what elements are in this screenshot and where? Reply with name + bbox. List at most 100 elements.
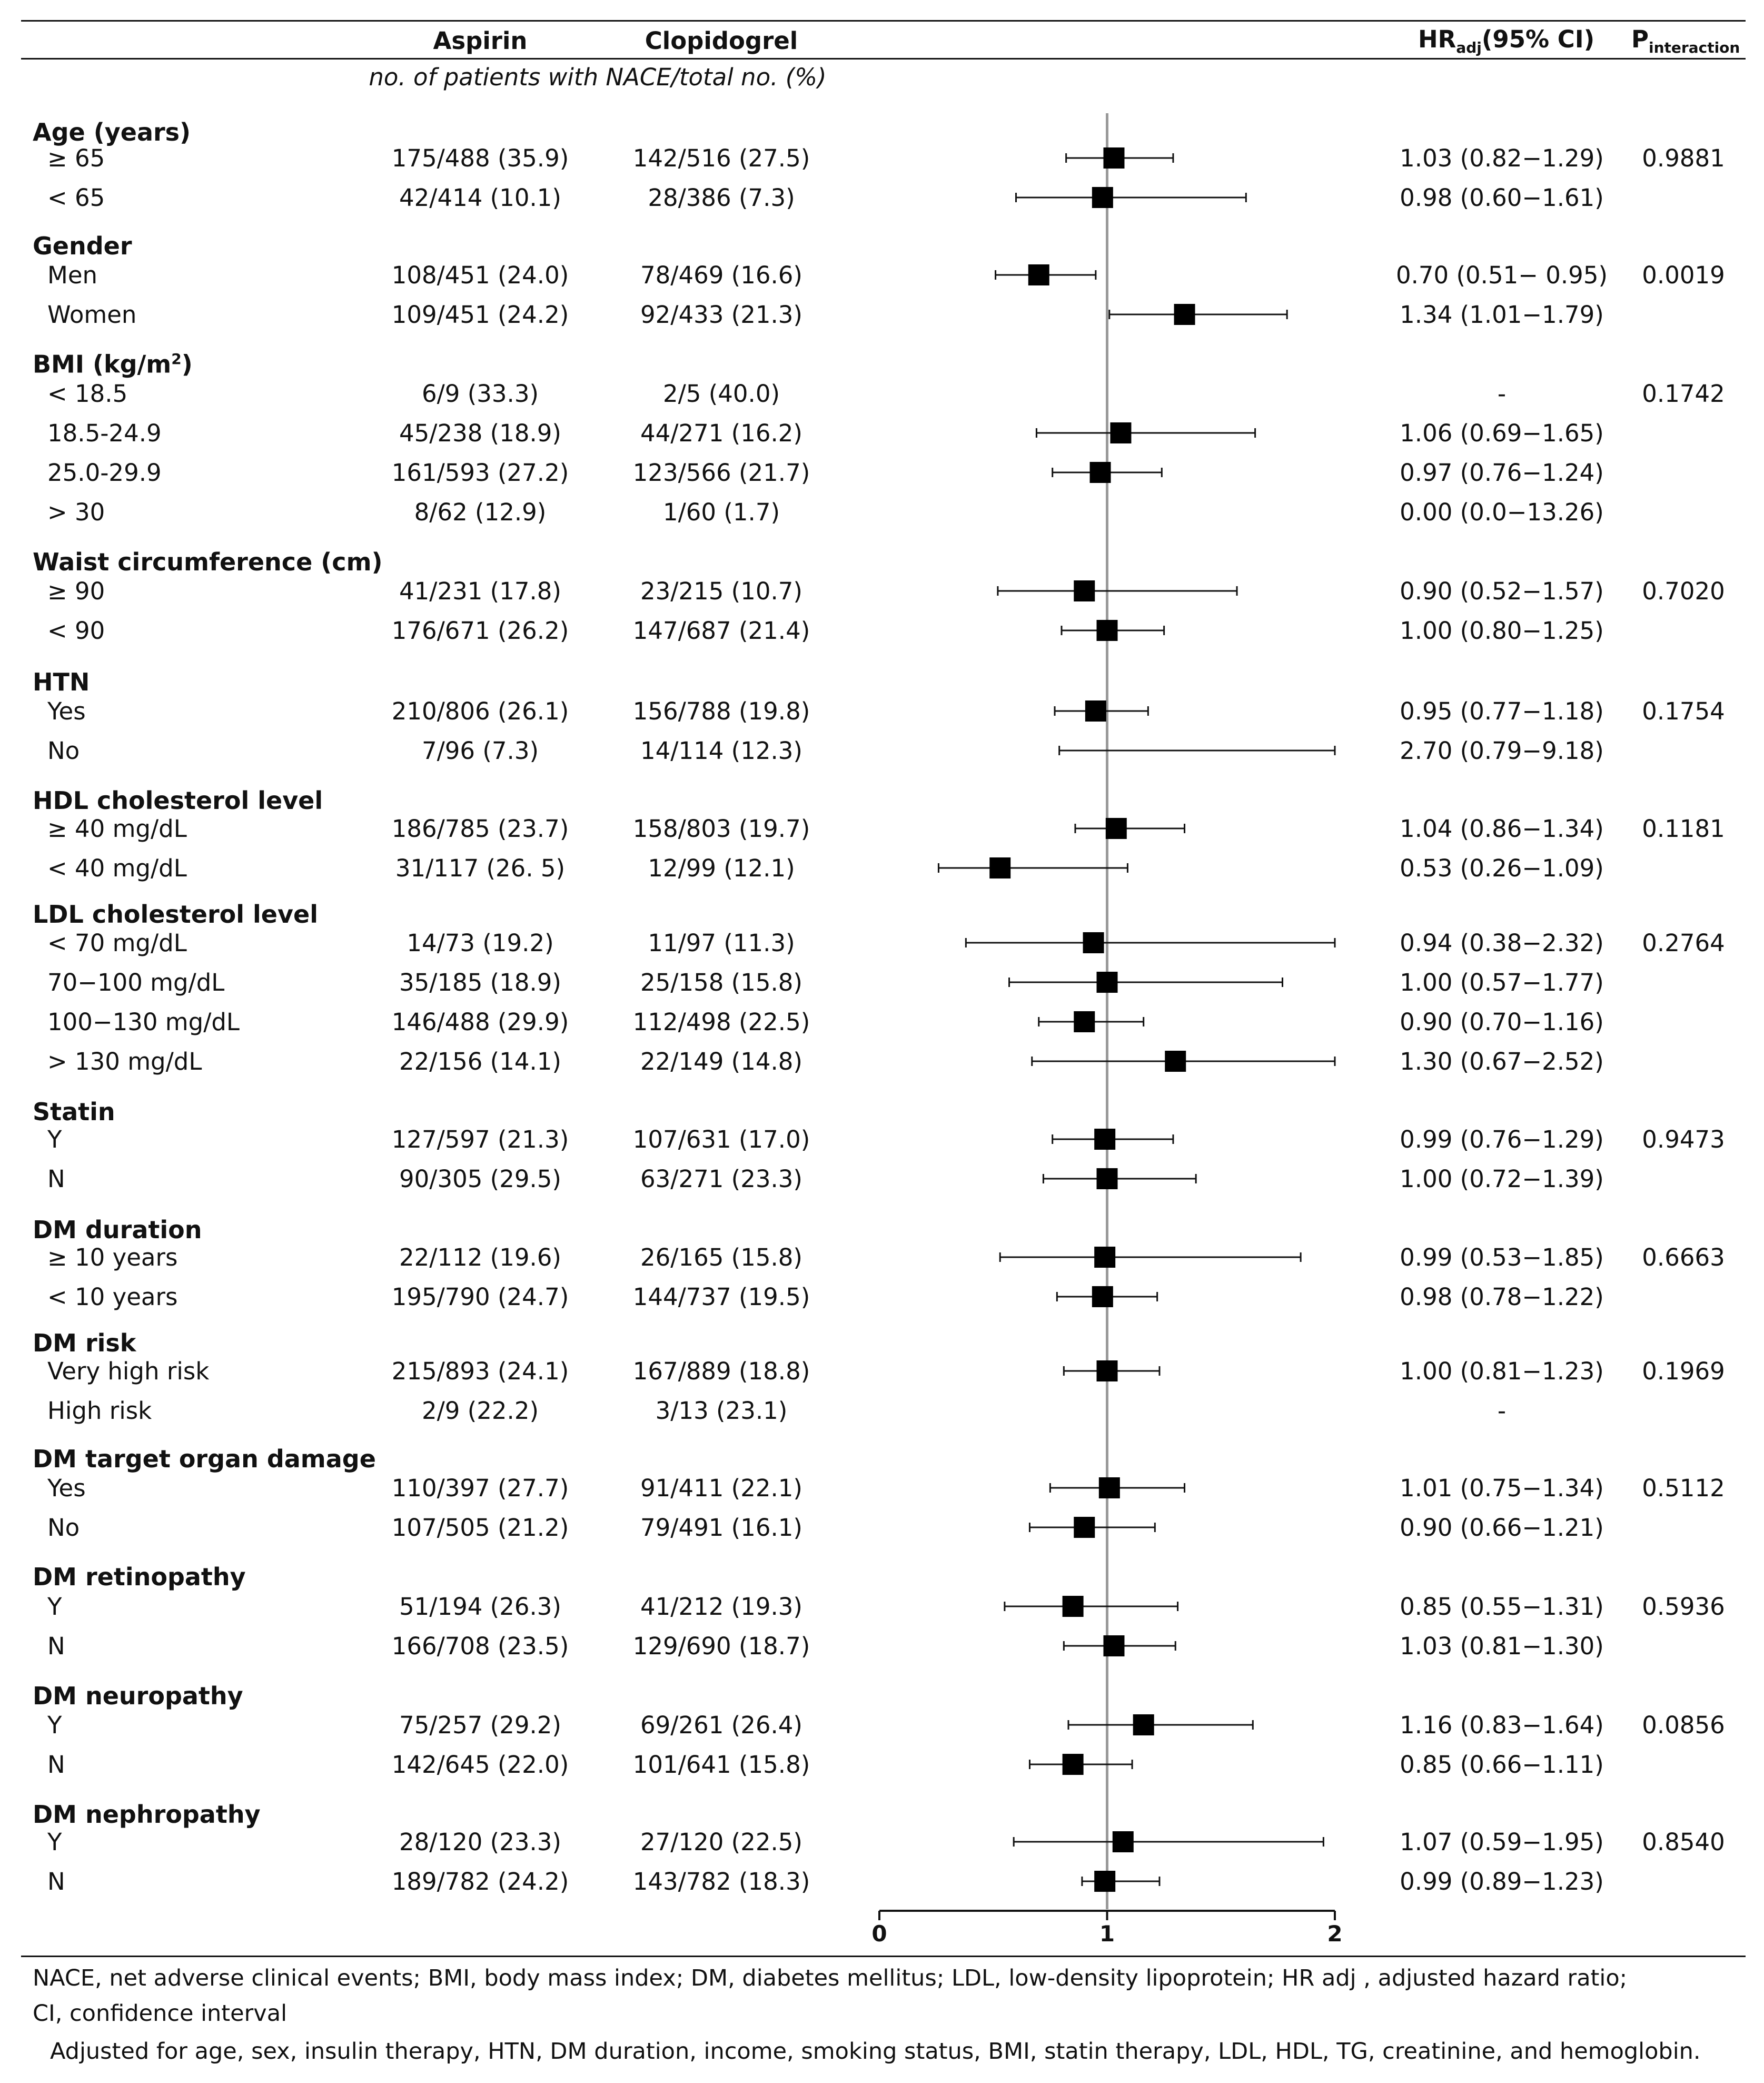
- hr-cell: 1.04 (0.86−1.34): [1400, 815, 1604, 843]
- p-interaction-cell: 0.1754: [1642, 697, 1725, 725]
- aspirin-cell: 6/9 (33.3): [421, 380, 539, 408]
- aspirin-cell: 195/790 (24.7): [391, 1283, 569, 1311]
- p-interaction-cell: 0.9473: [1642, 1126, 1725, 1153]
- clopidogrel-cell: 107/631 (17.0): [632, 1126, 810, 1153]
- hr-cell: 1.07 (0.59−1.95): [1400, 1828, 1604, 1856]
- hr-cell: 1.01 (0.75−1.34): [1400, 1474, 1604, 1502]
- group-label: DM target organ damage: [33, 1445, 376, 1473]
- footnote-abbreviations: NACE, net adverse clinical events; BMI, …: [33, 1965, 1628, 1991]
- aspirin-cell: 2/9 (22.2): [421, 1397, 539, 1425]
- aspirin-cell: 186/785 (23.7): [391, 815, 569, 843]
- p-interaction-cell: 0.1181: [1642, 815, 1725, 843]
- row-label: < 10 years: [47, 1283, 178, 1311]
- clopidogrel-cell: 78/469 (16.6): [640, 261, 802, 289]
- clopidogrel-cell: 79/491 (16.1): [640, 1514, 802, 1542]
- row-label: < 40 mg/dL: [47, 854, 187, 882]
- clopidogrel-cell: 2/5 (40.0): [662, 380, 780, 408]
- hr-cell: 1.00 (0.57−1.77): [1400, 969, 1604, 996]
- row-label: Yes: [47, 697, 86, 725]
- hr-cell: 0.95 (0.77−1.18): [1400, 697, 1604, 725]
- hr-point: [1096, 1168, 1118, 1189]
- row-label: N: [47, 1868, 65, 1896]
- hr-cell: 1.06 (0.69−1.65): [1400, 419, 1604, 447]
- hr-point: [1133, 1714, 1154, 1735]
- row-label: No: [47, 1514, 80, 1542]
- hr-point: [1105, 818, 1127, 839]
- row-label: ≥ 40 mg/dL: [47, 815, 187, 843]
- row-label: Y: [47, 1828, 62, 1856]
- footnote-adjustment: Adjusted for age, sex, insulin therapy, …: [50, 2038, 1701, 2065]
- clopidogrel-cell: 101/641 (15.8): [632, 1751, 810, 1779]
- footnote-ci: CI, confidence interval: [33, 2000, 288, 2027]
- hr-point: [989, 857, 1011, 878]
- group-label: Statin: [33, 1098, 115, 1126]
- aspirin-cell: 42/414 (10.1): [399, 184, 561, 212]
- x-tick-label: 2: [1327, 1921, 1342, 1947]
- clopidogrel-cell: 112/498 (22.5): [632, 1008, 810, 1036]
- hr-point: [1096, 972, 1118, 993]
- row-label: 100−130 mg/dL: [47, 1008, 240, 1036]
- aspirin-cell: 142/645 (22.0): [391, 1751, 569, 1779]
- hr-point: [1094, 1871, 1116, 1892]
- clopidogrel-cell: 12/99 (12.1): [648, 854, 795, 882]
- row-label: > 130 mg/dL: [47, 1048, 202, 1075]
- clopidogrel-cell: 167/889 (18.8): [632, 1357, 810, 1385]
- aspirin-cell: 110/397 (27.7): [391, 1474, 569, 1502]
- row-label: Y: [47, 1711, 62, 1739]
- hr-point: [1103, 147, 1125, 169]
- hr-cell: 1.16 (0.83−1.64): [1400, 1711, 1604, 1739]
- header-aspirin: Aspirin: [433, 27, 528, 55]
- hr-point: [1092, 1286, 1113, 1307]
- p-interaction-cell: 0.2764: [1642, 929, 1725, 957]
- hr-cell: 0.99 (0.76−1.29): [1400, 1126, 1604, 1153]
- aspirin-cell: 176/671 (26.2): [391, 617, 569, 645]
- hr-cell: 1.03 (0.82−1.29): [1400, 144, 1604, 172]
- aspirin-cell: 7/96 (7.3): [421, 737, 539, 765]
- p-interaction-cell: 0.9881: [1642, 144, 1725, 172]
- p-interaction-cell: 0.0019: [1642, 261, 1725, 289]
- group-label: Age (years): [33, 118, 191, 146]
- clopidogrel-cell: 41/212 (19.3): [640, 1593, 802, 1621]
- row-label: < 90: [47, 617, 105, 645]
- hr-cell: 0.53 (0.26−1.09): [1400, 854, 1604, 882]
- aspirin-cell: 28/120 (23.3): [399, 1828, 561, 1856]
- clopidogrel-cell: 28/386 (7.3): [648, 184, 795, 212]
- bottom-rule: [21, 1956, 1746, 1957]
- subheader: no. of patients with NACE/total no. (%): [369, 63, 827, 91]
- aspirin-cell: 35/185 (18.9): [399, 969, 561, 996]
- clopidogrel-cell: 92/433 (21.3): [640, 301, 802, 329]
- hr-cell: 0.90 (0.70−1.16): [1400, 1008, 1604, 1036]
- hr-point: [1074, 1011, 1095, 1032]
- group-label: DM risk: [33, 1329, 136, 1357]
- hr-cell: 1.30 (0.67−2.52): [1400, 1048, 1604, 1075]
- group-label-sup: 2: [171, 350, 182, 368]
- clopidogrel-cell: 14/114 (12.3): [640, 737, 802, 765]
- x-tick-label: 0: [871, 1921, 887, 1947]
- hr-cell: 1.03 (0.81−1.30): [1400, 1632, 1604, 1660]
- hr-point: [1096, 620, 1118, 641]
- aspirin-cell: 75/257 (29.2): [399, 1711, 561, 1739]
- hr-cell: 1.00 (0.81−1.23): [1400, 1357, 1604, 1385]
- aspirin-cell: 41/231 (17.8): [399, 577, 561, 605]
- clopidogrel-cell: 91/411 (22.1): [640, 1474, 802, 1502]
- header-p-main: P: [1631, 25, 1649, 53]
- p-interaction-cell: 0.0856: [1642, 1711, 1725, 1739]
- group-label: LDL cholesterol level: [33, 900, 318, 929]
- hr-point: [1028, 264, 1049, 285]
- row-label: Very high risk: [47, 1357, 210, 1385]
- clopidogrel-cell: 142/516 (27.5): [632, 144, 810, 172]
- clopidogrel-cell: 144/737 (19.5): [632, 1283, 810, 1311]
- aspirin-cell: 127/597 (21.3): [391, 1126, 569, 1153]
- group-label: BMI (kg/m2): [33, 350, 193, 377]
- row-label: N: [47, 1165, 65, 1193]
- group-label: Waist circumference (cm): [33, 548, 383, 576]
- hr-point: [1062, 1754, 1084, 1775]
- p-interaction-cell: 0.7020: [1642, 577, 1725, 605]
- hr-point: [1089, 462, 1111, 483]
- row-label: Women: [47, 301, 137, 329]
- row-label: Yes: [47, 1474, 86, 1502]
- clopidogrel-cell: 3/13 (23.1): [655, 1397, 788, 1425]
- hr-cell: 0.98 (0.78−1.22): [1400, 1283, 1604, 1311]
- hr-cell: 0.98 (0.60−1.61): [1400, 184, 1604, 212]
